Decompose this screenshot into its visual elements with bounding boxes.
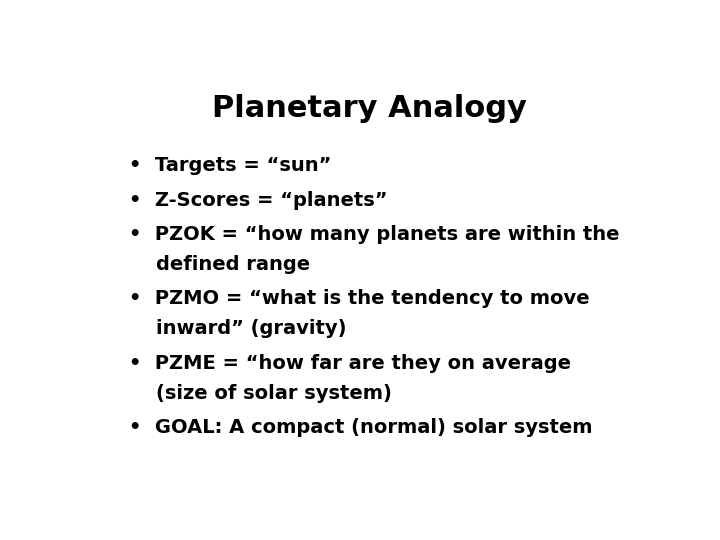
- Text: •  GOAL: A compact (normal) solar system: • GOAL: A compact (normal) solar system: [129, 418, 593, 437]
- Text: •  Targets = “sun”: • Targets = “sun”: [129, 156, 331, 176]
- Text: •  PZME = “how far are they on average: • PZME = “how far are they on average: [129, 354, 571, 373]
- Text: •  Z-Scores = “planets”: • Z-Scores = “planets”: [129, 191, 387, 210]
- Text: •  PZOK = “how many planets are within the: • PZOK = “how many planets are within th…: [129, 225, 619, 244]
- Text: defined range: defined range: [129, 255, 310, 274]
- Text: (size of solar system): (size of solar system): [129, 384, 392, 403]
- Text: Planetary Analogy: Planetary Analogy: [212, 94, 526, 123]
- Text: •  PZMO = “what is the tendency to move: • PZMO = “what is the tendency to move: [129, 289, 590, 308]
- Text: inward” (gravity): inward” (gravity): [129, 320, 346, 339]
